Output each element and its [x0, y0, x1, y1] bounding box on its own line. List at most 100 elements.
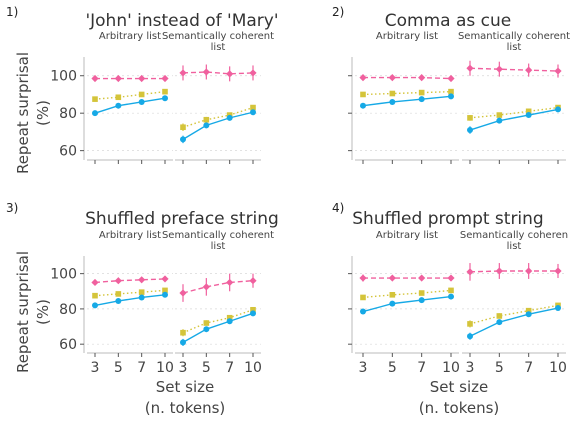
data-point — [115, 297, 122, 304]
data-point — [138, 294, 145, 301]
panel-3: 3) Shuffled preface string 60 80 100 Arbitrar… — [6, 201, 279, 376]
data-point — [555, 305, 561, 312]
data-point — [180, 124, 186, 131]
panel-title: Shuffled prompt string — [352, 209, 543, 229]
x-tick-label: 10 — [549, 360, 567, 376]
series-pink — [91, 275, 169, 287]
series-pink — [359, 274, 455, 282]
y-tick-label: 100 — [50, 267, 77, 283]
data-point — [92, 110, 98, 117]
x-tick-label: 5 — [114, 360, 123, 376]
x-tick-label: 3 — [359, 360, 368, 376]
series-line — [182, 312, 254, 344]
data-point — [180, 329, 186, 336]
series-line — [182, 106, 254, 128]
xlabel-right-line1: Set size — [430, 378, 488, 396]
series-yellow — [180, 306, 256, 337]
data-point — [202, 68, 210, 76]
series-line — [363, 76, 452, 80]
data-point — [555, 106, 561, 113]
data-point — [162, 291, 168, 298]
subpanel-arbitrary: Arbitrary list — [355, 31, 459, 164]
data-point — [162, 88, 168, 95]
data-point — [92, 96, 98, 102]
ylabel-top-line1: Repeat surprisal — [14, 52, 32, 174]
data-point — [447, 74, 455, 83]
data-point — [115, 94, 122, 101]
data-point — [418, 290, 425, 296]
series-line — [469, 106, 559, 119]
data-point — [179, 69, 187, 77]
series-line — [182, 309, 254, 334]
series-line — [94, 289, 166, 297]
subpanel-label: Arbitrary list — [99, 31, 161, 42]
subpanel-label: list — [507, 42, 522, 53]
data-point — [466, 64, 474, 72]
y-tick-label: 80 — [59, 302, 77, 318]
data-point — [359, 74, 367, 82]
x-tick-label: 10 — [442, 360, 460, 376]
data-point — [226, 278, 234, 287]
data-point — [496, 117, 503, 124]
data-point — [138, 276, 146, 284]
subpanel-label: Semantically coherent — [162, 31, 274, 42]
subpanel-label: Semantically coherent — [162, 230, 274, 241]
xlabel-left-line1: Set size — [156, 378, 214, 396]
series-blue — [467, 305, 561, 340]
data-point — [525, 311, 532, 318]
ylabel-top-line2: (%) — [34, 100, 52, 126]
series-blue — [360, 93, 454, 109]
x-tick-label: 7 — [417, 360, 426, 376]
data-point — [525, 108, 532, 115]
series-yellow — [360, 287, 454, 301]
x-tick-label: 5 — [495, 360, 504, 376]
series-line — [362, 90, 452, 96]
data-point — [495, 65, 503, 73]
x-tick-label: 3 — [466, 360, 475, 376]
subpanel-arbitrary: Arbitrary list — [87, 31, 173, 164]
ylabel-bottom-line1: Repeat surprisal — [14, 251, 32, 373]
panel-title: 'John' instead of 'Mary' — [85, 11, 278, 31]
series-line — [182, 279, 254, 294]
data-point — [91, 74, 99, 83]
data-point — [467, 127, 473, 134]
y-tick-label: 100 — [50, 69, 77, 85]
data-point — [226, 114, 233, 121]
data-point — [250, 310, 256, 317]
data-point — [389, 90, 396, 97]
series-yellow — [180, 104, 256, 131]
y-tick-label: 80 — [59, 106, 77, 122]
series-blue — [360, 293, 454, 315]
subpanel-label: Arbitrary list — [376, 230, 438, 241]
data-point — [202, 283, 210, 291]
data-point — [418, 96, 425, 103]
series-line — [469, 307, 559, 337]
data-point — [448, 88, 454, 95]
data-point — [496, 112, 503, 118]
series-blue — [467, 106, 561, 134]
series-yellow — [467, 302, 561, 328]
data-point — [359, 274, 367, 282]
y-tick-label: 60 — [59, 144, 77, 160]
series-pink — [359, 74, 455, 83]
data-point — [418, 274, 426, 282]
data-point — [418, 89, 425, 96]
data-point — [161, 275, 169, 283]
data-point — [467, 333, 473, 340]
x-tick-label: 7 — [524, 360, 533, 376]
data-point — [249, 69, 257, 77]
data-point — [448, 93, 454, 100]
data-point — [418, 74, 426, 82]
subpanel-label: list — [211, 42, 226, 53]
data-point — [554, 67, 562, 75]
data-point — [496, 313, 503, 319]
data-point — [162, 95, 168, 102]
data-point — [249, 277, 257, 285]
panel-title: Shuffled preface string — [85, 209, 279, 229]
series-blue — [180, 109, 256, 144]
series-line — [94, 294, 166, 307]
